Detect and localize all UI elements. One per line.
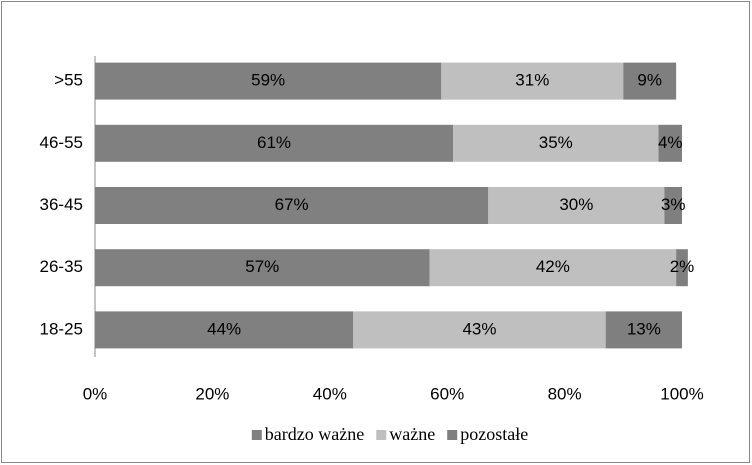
bar-segment (453, 124, 659, 162)
x-tick-label: 20% (195, 384, 229, 403)
y-tick-label: >55 (54, 71, 83, 90)
bar-segment (95, 249, 430, 287)
y-tick-label: 46-55 (40, 133, 83, 152)
bar-segment (95, 187, 489, 224)
legend-label: pozostałe (460, 424, 528, 444)
data-label: 30% (559, 195, 593, 214)
x-tick-label: 40% (313, 384, 347, 403)
bar-segment (623, 62, 677, 100)
x-tick-label: 60% (430, 384, 464, 403)
data-label: 59% (251, 71, 285, 90)
legend-swatch (376, 430, 387, 440)
data-label: 2% (670, 257, 695, 276)
y-tick-label: 26-35 (40, 257, 83, 276)
data-label: 44% (207, 319, 241, 338)
data-label: 57% (245, 257, 279, 276)
legend-label: ważne (389, 424, 435, 444)
x-tick-label: 80% (548, 384, 582, 403)
bar-segment (441, 62, 624, 100)
data-label: 43% (462, 319, 496, 338)
bar-segment (353, 311, 606, 349)
data-label: 4% (658, 133, 683, 152)
bar-segment (664, 187, 682, 224)
legend-swatch (447, 430, 458, 440)
y-tick-label: 36-45 (40, 195, 83, 214)
y-tick-label: 18-25 (40, 319, 83, 338)
bar-segment (488, 187, 665, 224)
data-label: 67% (275, 195, 309, 214)
data-label: 42% (536, 257, 570, 276)
bar-segment (95, 311, 354, 349)
data-label: 61% (257, 133, 291, 152)
x-tick-label: 0% (83, 384, 108, 403)
bar-segment (658, 124, 682, 162)
bar-segment (95, 62, 442, 100)
data-label: 3% (661, 195, 686, 214)
x-tick-label: 100% (660, 384, 703, 403)
bar-segment (676, 249, 688, 287)
legend-label: bardzo ważne (265, 424, 364, 444)
data-label: 13% (627, 319, 661, 338)
bar-segment (95, 124, 454, 162)
bar-segment (605, 311, 682, 349)
bar-segment (429, 249, 677, 287)
data-label: 9% (637, 71, 662, 90)
data-label: 31% (515, 71, 549, 90)
data-label: 35% (539, 133, 573, 152)
legend-swatch (251, 430, 262, 440)
